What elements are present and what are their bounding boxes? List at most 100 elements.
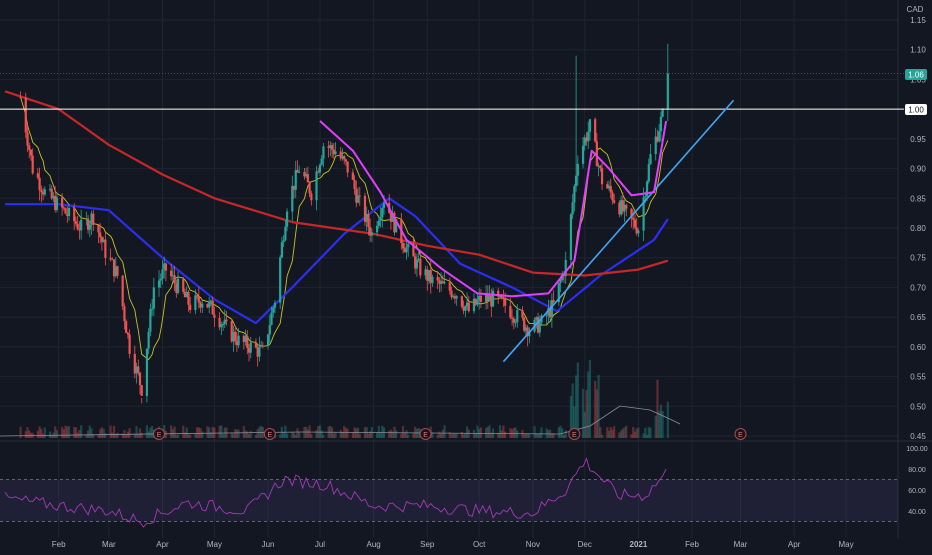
candle-body bbox=[401, 243, 405, 249]
volume-bar bbox=[485, 427, 488, 438]
volume-bar bbox=[242, 426, 245, 438]
candle-body bbox=[637, 230, 640, 234]
candle-body bbox=[235, 341, 239, 346]
volume-bar bbox=[528, 434, 531, 438]
candle-body bbox=[415, 259, 418, 269]
volume-bar bbox=[600, 434, 604, 438]
volume-bar bbox=[431, 432, 434, 438]
volume-bar bbox=[509, 427, 512, 438]
volume-bar bbox=[28, 430, 31, 438]
candle-body bbox=[405, 247, 408, 253]
rsi-tick-label: 100.00 bbox=[906, 446, 928, 453]
candle-body bbox=[55, 197, 59, 211]
candle-body bbox=[538, 322, 541, 333]
volume-bar bbox=[583, 411, 586, 438]
candle-body bbox=[594, 119, 597, 142]
volume-bar bbox=[237, 429, 240, 438]
candle-body bbox=[195, 295, 199, 297]
earnings-marker-icon[interactable] bbox=[419, 428, 432, 440]
candle-body bbox=[121, 275, 124, 307]
candle-body bbox=[99, 232, 102, 238]
candle-body bbox=[486, 294, 489, 302]
volume-bar bbox=[377, 425, 380, 438]
candle-body bbox=[123, 306, 126, 322]
volume-bar bbox=[552, 433, 555, 438]
volume-bar bbox=[438, 431, 441, 438]
candle-body bbox=[339, 151, 342, 159]
volume-bar bbox=[111, 432, 114, 438]
candle-body bbox=[109, 257, 112, 260]
candle-body bbox=[161, 269, 164, 279]
candle-body bbox=[395, 219, 398, 233]
earnings-marker-label: E bbox=[572, 432, 577, 439]
candle-body bbox=[334, 151, 337, 155]
volume-bar bbox=[502, 425, 505, 438]
volume-bar bbox=[26, 427, 29, 438]
earnings-marker-icon[interactable] bbox=[734, 428, 747, 440]
candle-body bbox=[173, 275, 176, 284]
volume-bar bbox=[209, 432, 213, 438]
candle-body bbox=[280, 242, 283, 258]
volume-bar bbox=[464, 433, 467, 438]
candle-body bbox=[414, 256, 417, 269]
candle-body bbox=[472, 298, 476, 312]
candle-body bbox=[237, 335, 240, 346]
candle-body bbox=[585, 137, 588, 142]
volume-bar bbox=[642, 433, 645, 438]
candle-body bbox=[465, 302, 469, 306]
candle-body bbox=[476, 300, 479, 305]
candle-body bbox=[382, 202, 386, 208]
earnings-marker-icon[interactable] bbox=[263, 428, 276, 440]
candle-body bbox=[285, 211, 289, 227]
volume-bar bbox=[176, 434, 180, 438]
currency-label: CAD bbox=[907, 5, 924, 14]
candle-body bbox=[528, 331, 531, 337]
earnings-marker-icon[interactable] bbox=[568, 428, 581, 440]
volume-bar bbox=[450, 433, 453, 438]
volume-bar bbox=[90, 428, 93, 438]
candle-body bbox=[370, 232, 373, 236]
volume-bar bbox=[121, 433, 124, 438]
volume-bar bbox=[654, 415, 657, 438]
candle-body bbox=[61, 197, 64, 208]
candle-body bbox=[41, 192, 45, 195]
drawing-layer[interactable] bbox=[0, 73, 904, 363]
volume-bar bbox=[133, 434, 136, 438]
candle-body bbox=[606, 184, 609, 189]
candle-body bbox=[90, 213, 93, 225]
candle-body bbox=[225, 319, 228, 322]
candle-body bbox=[159, 278, 162, 281]
volume-bar bbox=[412, 433, 415, 438]
volume-bar bbox=[112, 425, 116, 438]
volume-bar bbox=[588, 359, 592, 438]
volume-bar bbox=[194, 433, 197, 438]
candle-body bbox=[625, 204, 628, 209]
earnings-marker-label: E bbox=[267, 432, 272, 439]
candle-body bbox=[26, 132, 29, 146]
volume-bar bbox=[291, 432, 294, 438]
candle-body bbox=[523, 317, 526, 331]
volume-bar bbox=[472, 429, 476, 438]
y-tick-label: 0.55 bbox=[910, 373, 926, 382]
volume-bar bbox=[569, 395, 573, 438]
candle-body bbox=[632, 218, 635, 220]
volume-bar bbox=[620, 430, 623, 438]
trendline[interactable] bbox=[502, 99, 735, 363]
candle-body bbox=[230, 321, 233, 342]
candle-body bbox=[298, 171, 301, 173]
candle-body bbox=[514, 322, 517, 324]
candle-body bbox=[478, 295, 481, 301]
candle-body bbox=[351, 172, 354, 180]
candle-body bbox=[644, 196, 647, 198]
candle-body bbox=[438, 280, 441, 284]
volume-bar bbox=[332, 433, 335, 438]
volume-bar bbox=[173, 426, 176, 438]
earnings-marker-icon[interactable] bbox=[153, 428, 166, 440]
volume-bar bbox=[346, 428, 349, 438]
candle-body bbox=[443, 282, 446, 284]
x-tick-label: May bbox=[207, 540, 222, 549]
rounding-bottom-curve[interactable] bbox=[319, 120, 668, 298]
